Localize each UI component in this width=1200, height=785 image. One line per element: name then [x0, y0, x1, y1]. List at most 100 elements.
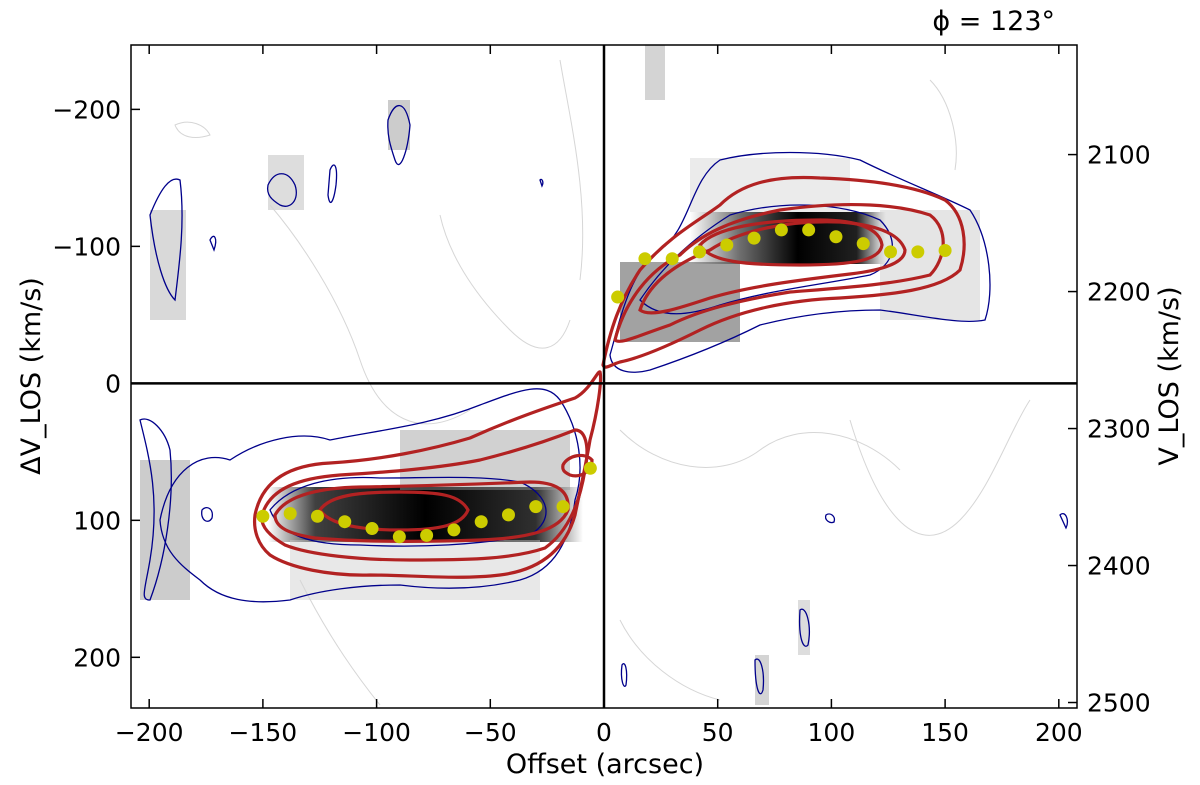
y-left-axis-title: ΔV_LOS (km/s)	[16, 277, 47, 475]
blue-contour-blob-5	[201, 507, 213, 522]
gray-contour-2	[269, 204, 471, 425]
blue-contour-lower-outer	[159, 388, 581, 603]
gray-contour-5	[619, 429, 901, 471]
blue-contour-left-strip	[139, 418, 172, 601]
series-points	[256, 223, 952, 544]
red-contour-upper-outer	[601, 175, 966, 369]
red-contour-lower-knob	[561, 453, 594, 478]
data-point	[774, 223, 788, 237]
x-tick-label: −100	[342, 718, 411, 747]
data-point	[665, 252, 679, 266]
x-axis-title: Offset (arcsec)	[506, 749, 704, 780]
blue-contour-upper-outer	[609, 151, 991, 373]
blue-contour-blob-9	[824, 513, 836, 524]
data-point	[283, 506, 297, 520]
blue-contour-blob-8	[620, 663, 628, 687]
intensity-speck-4	[755, 655, 769, 705]
x-tick-label: −150	[229, 718, 298, 747]
data-point	[365, 522, 379, 536]
chart-title: ϕ = 123°	[932, 6, 1055, 37]
data-point	[829, 230, 843, 244]
data-point	[802, 223, 816, 237]
y-right-tick-label: 2200	[1087, 278, 1151, 307]
data-point	[529, 500, 543, 514]
intensity-speck-1	[645, 45, 665, 100]
blue-contour-blob-1	[387, 104, 411, 166]
red-contour-upper-mid	[613, 202, 945, 343]
y-right-tick-label: 2100	[1087, 141, 1151, 170]
plot-area	[139, 45, 1069, 706]
y-right-tick-label: 2300	[1087, 415, 1151, 444]
y-left-axis-ticks: −200 −100 0 100 200	[52, 95, 140, 672]
data-point	[474, 515, 488, 529]
x-tick-label: 50	[702, 718, 734, 747]
data-point	[256, 509, 270, 523]
blue-contour-blob-10	[1059, 513, 1069, 530]
x-tick-label: −200	[115, 718, 184, 747]
gray-contour-4	[559, 59, 584, 281]
blue-contour-blob-4	[209, 235, 217, 252]
data-point	[693, 245, 707, 259]
data-point	[638, 252, 652, 266]
data-point	[611, 290, 625, 304]
gray-contour-3	[439, 214, 571, 349]
intensity-halo-upper	[690, 158, 850, 212]
red-contour-upper-inner	[638, 220, 907, 315]
data-point	[583, 461, 597, 475]
intensity-left-upper-strip	[150, 210, 186, 320]
blue-contour-left-upper	[149, 178, 183, 302]
data-point	[420, 528, 434, 542]
zero-axes	[131, 45, 1077, 708]
x-tick-label: 150	[921, 718, 969, 747]
intensity-tail-upper	[620, 262, 740, 342]
y-left-tick-label: 0	[105, 369, 121, 398]
data-point	[747, 231, 761, 245]
blue-contour-lower-inner	[269, 476, 547, 547]
y-left-tick-label: −200	[52, 95, 121, 124]
data-point	[310, 509, 324, 523]
data-point	[392, 530, 406, 544]
x-tick-label: 100	[808, 718, 856, 747]
intensity-left-strip	[140, 460, 190, 600]
data-point	[720, 238, 734, 252]
intensity-speck-2	[388, 100, 410, 150]
data-point	[911, 245, 925, 259]
data-point	[556, 500, 570, 514]
blue-contour-blob-11	[539, 178, 544, 188]
x-tick-label: −50	[464, 718, 517, 747]
y-left-tick-label: 100	[73, 506, 121, 535]
y-right-axis-ticks: 2100 2200 2300 2400 2500	[1068, 141, 1151, 718]
blue-contour-blob-3	[327, 164, 338, 204]
red-contour-upper-core	[698, 218, 884, 267]
x-axis-ticks: −200 −150 −100 −50 0 50 100 150 200	[115, 45, 1083, 747]
blue-contour-upper-inner	[639, 204, 893, 315]
y-left-tick-label: 200	[73, 643, 121, 672]
y-right-tick-label: 2500	[1087, 689, 1151, 718]
data-point	[884, 245, 898, 259]
x-tick-label: 0	[596, 718, 612, 747]
red-contour-lower-core	[318, 490, 470, 532]
y-right-axis-title: V_LOS (km/s)	[1154, 286, 1185, 465]
data-point	[447, 523, 461, 537]
blue-contour-blob-2	[266, 173, 297, 207]
gray-contours	[174, 59, 1031, 706]
gray-contour-9	[929, 79, 957, 171]
data-point	[938, 243, 952, 257]
blue-contour-blob-6	[798, 608, 810, 647]
red-contour-lower-outer	[252, 370, 603, 579]
intensity-speck-3	[268, 155, 304, 210]
y-right-tick-label: 2400	[1087, 552, 1151, 581]
gray-contour-1	[174, 121, 211, 138]
data-point	[338, 515, 352, 529]
intensity-map	[140, 45, 980, 705]
y-left-tick-label: −100	[52, 232, 121, 261]
blue-contours	[139, 104, 1069, 695]
gray-contour-6	[849, 399, 1031, 536]
gray-contour-7	[619, 619, 721, 701]
blue-contour-blob-7	[754, 658, 765, 695]
intensity-halo-right	[880, 210, 980, 320]
data-point	[856, 237, 870, 251]
data-point	[501, 508, 515, 522]
gray-contour-8	[299, 579, 381, 706]
